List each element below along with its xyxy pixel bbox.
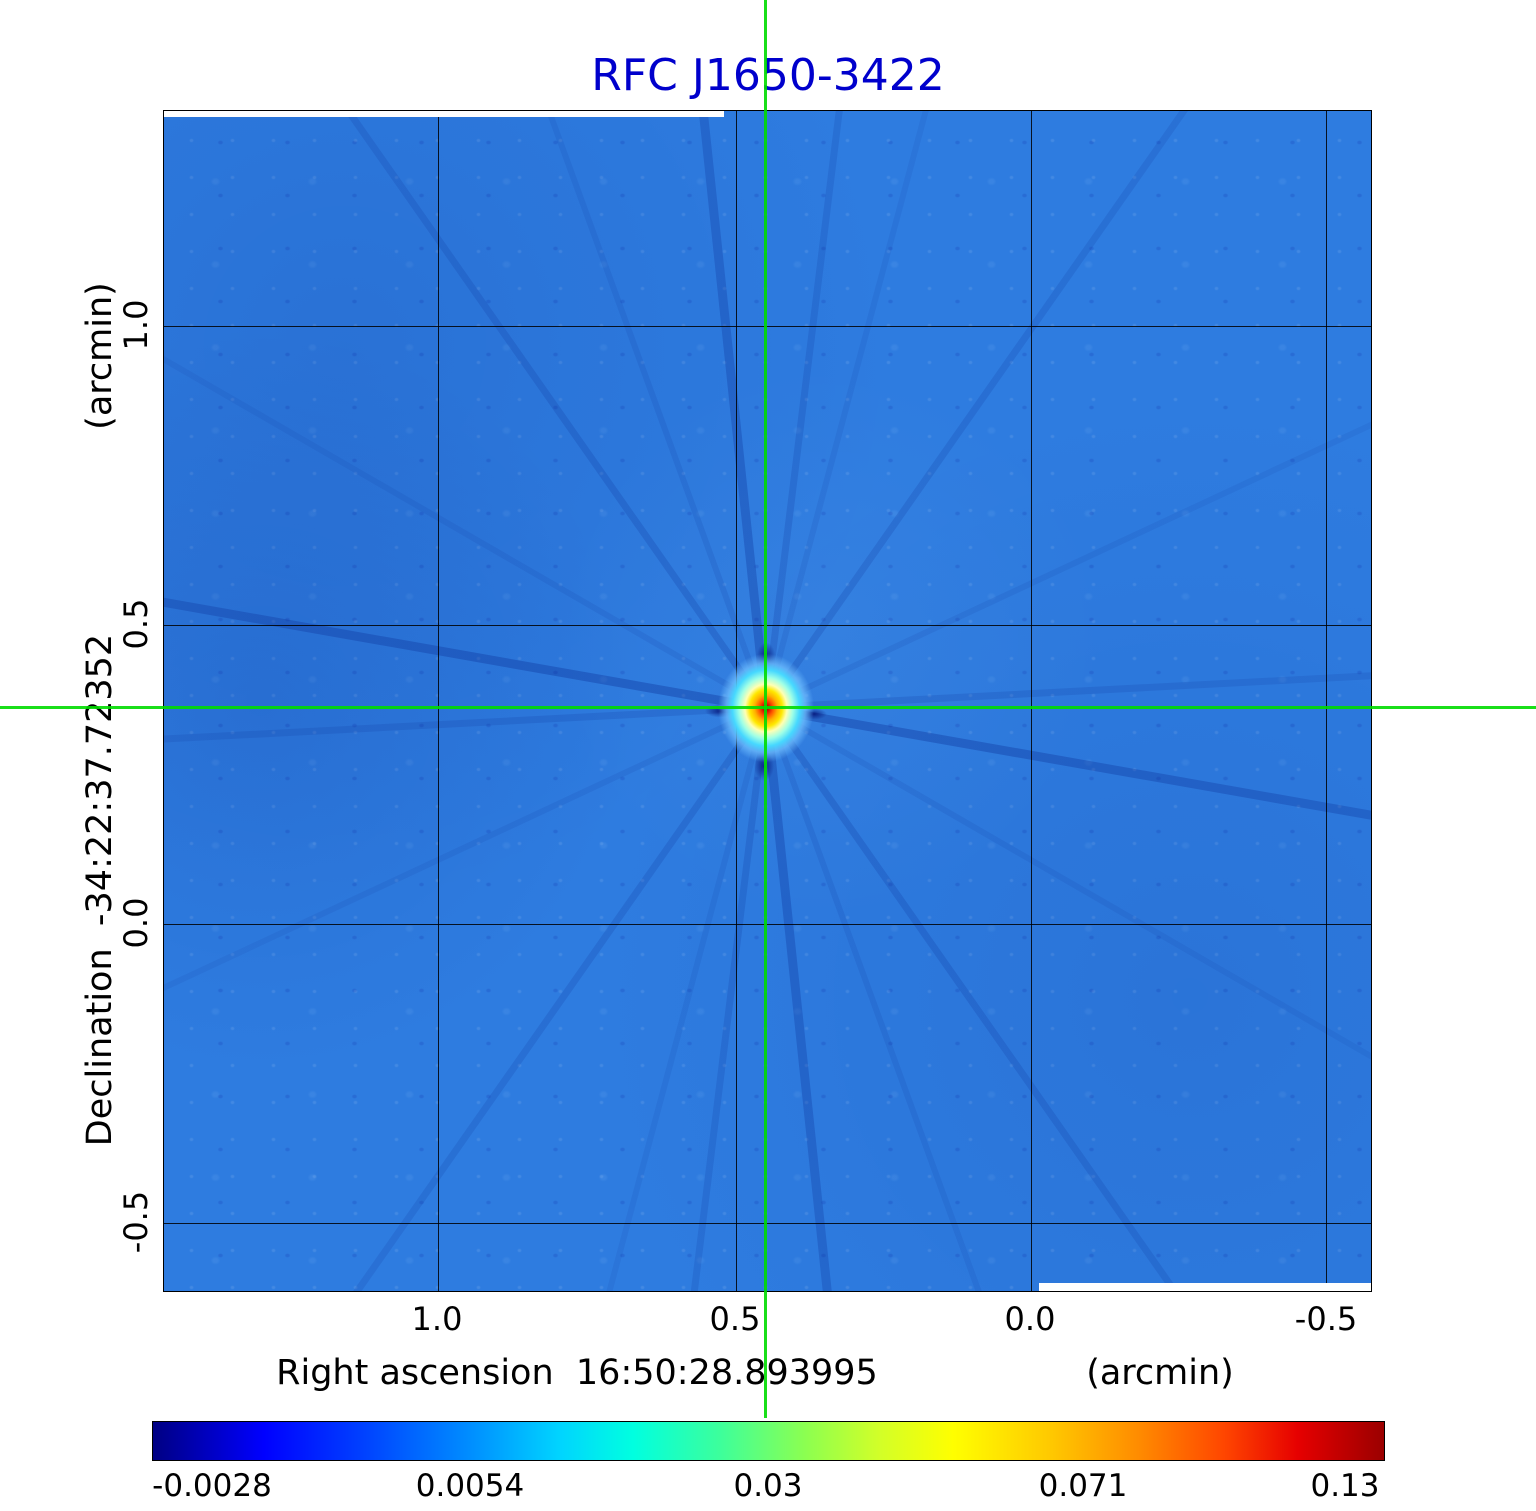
x-axis-label: Right ascension 16:50:28.893995 xyxy=(276,1353,878,1393)
colorbar-tick-label: 0.0054 xyxy=(415,1468,525,1504)
colorbar xyxy=(152,1421,1385,1461)
x-axis-unit: (arcmin) xyxy=(1086,1353,1234,1393)
image-edge-gap xyxy=(1039,1283,1371,1291)
colorbar-tick-label: 0.03 xyxy=(733,1468,803,1504)
colorbar-tick-label: 0.071 xyxy=(1038,1468,1128,1504)
x-tick-label: 0.5 xyxy=(709,1300,761,1338)
crosshair-horizontal-line xyxy=(0,706,1536,709)
plot-title: RFC J1650-3422 xyxy=(591,50,945,101)
grid-line-horizontal xyxy=(164,625,1371,627)
y-tick-label: 0.0 xyxy=(117,897,155,949)
grid-line-horizontal xyxy=(164,325,1371,327)
y-tick-label: 1.0 xyxy=(117,299,155,351)
x-tick-label: 0.0 xyxy=(1004,1300,1056,1338)
grid-line-horizontal xyxy=(164,924,1371,926)
image-edge-gap xyxy=(164,111,724,117)
grid-line-vertical xyxy=(1030,111,1032,1291)
x-tick-label: 1.0 xyxy=(411,1300,463,1338)
crosshair-vertical-line xyxy=(764,0,767,1418)
grid-line-horizontal xyxy=(164,1222,1371,1224)
y-tick-label: 0.5 xyxy=(117,598,155,650)
grid-line-vertical xyxy=(1326,111,1328,1291)
colorbar-tick-label: -0.0028 xyxy=(152,1468,272,1504)
y-axis-unit: (arcmin) xyxy=(80,282,120,430)
map-plot-area xyxy=(163,110,1372,1292)
y-axis-label: Declination -34:22:37.72352 xyxy=(80,633,120,1147)
x-tick-label: -0.5 xyxy=(1294,1300,1358,1338)
grid-line-vertical xyxy=(437,111,439,1291)
y-tick-label: -0.5 xyxy=(117,1190,155,1254)
colorbar-tick-label: 0.13 xyxy=(1310,1468,1380,1504)
